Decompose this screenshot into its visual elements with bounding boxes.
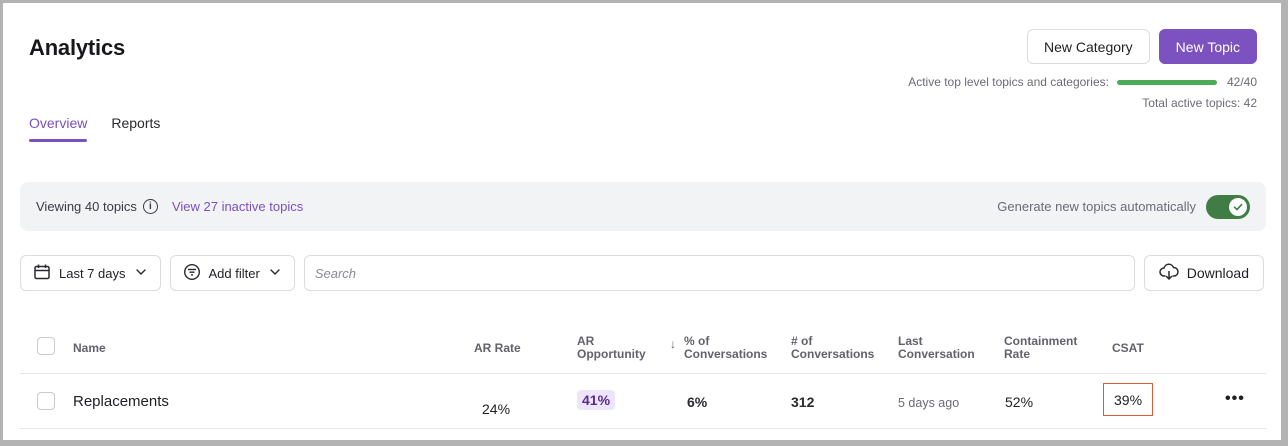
column-containment-rate-line1: Containment bbox=[1004, 334, 1078, 348]
tab-overview[interactable]: Overview bbox=[29, 115, 88, 142]
column-last-conversation[interactable]: Last Conversation bbox=[898, 335, 975, 361]
column-name[interactable]: Name bbox=[73, 341, 106, 355]
add-filter-dropdown[interactable]: Add filter bbox=[169, 255, 295, 291]
view-inactive-topics-link[interactable]: View 27 inactive topics bbox=[171, 199, 304, 214]
search-input[interactable] bbox=[303, 255, 1135, 291]
filter-bar: Last 7 days Add filter Download bbox=[20, 255, 1264, 291]
total-active-topics: Total active topics: 42 bbox=[1142, 96, 1257, 110]
tab-bar: Overview Reports bbox=[29, 115, 160, 142]
select-all-checkbox[interactable] bbox=[37, 337, 55, 355]
tab-reports[interactable]: Reports bbox=[111, 115, 161, 131]
usage-progress-bar bbox=[1116, 79, 1217, 85]
cloud-download-icon bbox=[1158, 263, 1179, 284]
pct-conversations-value: 6% bbox=[687, 394, 708, 410]
ar-rate-value: 24% bbox=[482, 401, 511, 417]
last-conversation-value: 5 days ago bbox=[898, 396, 960, 410]
topics-table: Name AR Rate AR Opportunity ↓ % of Conve… bbox=[20, 323, 1266, 429]
ar-opportunity-badge: 41% bbox=[577, 390, 616, 410]
topic-name[interactable]: Replacements bbox=[73, 393, 169, 410]
topic-usage: Active top level topics and categories: … bbox=[908, 75, 1257, 89]
column-ar-opportunity-line1: AR bbox=[577, 334, 595, 348]
column-ar-opportunity[interactable]: AR Opportunity bbox=[577, 335, 646, 361]
column-pct-conversations[interactable]: ↓ % of Conversations bbox=[670, 334, 768, 361]
check-icon bbox=[1229, 197, 1247, 216]
new-topic-button[interactable]: New Topic bbox=[1158, 29, 1257, 64]
column-num-conversations-line2: Conversations bbox=[791, 347, 875, 361]
analytics-page: Analytics New Category New Topic Active … bbox=[3, 3, 1281, 440]
date-range-dropdown[interactable]: Last 7 days bbox=[20, 255, 161, 291]
column-ar-rate[interactable]: AR Rate bbox=[474, 341, 521, 355]
column-pct-conversations-line2: Conversations bbox=[684, 347, 768, 361]
page-title: Analytics bbox=[29, 35, 126, 60]
topics-banner: Viewing 40 topics i View 27 inactive top… bbox=[20, 182, 1266, 231]
header-actions: New Category New Topic bbox=[1026, 29, 1257, 64]
csat-value: 39% bbox=[1103, 383, 1154, 416]
column-num-conversations[interactable]: # of Conversations bbox=[791, 335, 874, 361]
column-ar-opportunity-line2: Opportunity bbox=[577, 347, 646, 361]
filter-icon bbox=[183, 263, 201, 284]
viewing-topics-text: Viewing 40 topics bbox=[36, 199, 137, 214]
sort-descending-icon: ↓ bbox=[670, 337, 676, 351]
ar-opportunity-value: 41% bbox=[577, 390, 616, 410]
row-checkbox[interactable] bbox=[37, 392, 55, 410]
table-header-row: Name AR Rate AR Opportunity ↓ % of Conve… bbox=[20, 323, 1266, 374]
new-category-button[interactable]: New Category bbox=[1026, 29, 1150, 64]
column-num-conversations-line1: # of bbox=[791, 334, 813, 348]
column-containment-rate[interactable]: Containment Rate bbox=[1004, 335, 1077, 361]
chevron-down-icon bbox=[268, 265, 282, 282]
column-last-conversation-line1: Last bbox=[898, 334, 923, 348]
generate-topics-label: Generate new topics automatically bbox=[997, 199, 1196, 214]
column-csat[interactable]: CSAT bbox=[1112, 341, 1144, 355]
download-button[interactable]: Download bbox=[1143, 255, 1264, 291]
containment-rate-value: 52% bbox=[1005, 394, 1034, 410]
more-options-icon[interactable]: ••• bbox=[1225, 390, 1245, 407]
column-last-conversation-line2: Conversation bbox=[898, 347, 975, 361]
calendar-icon bbox=[33, 263, 51, 284]
add-filter-label: Add filter bbox=[208, 265, 260, 281]
column-pct-conversations-line1: % of bbox=[684, 334, 710, 348]
download-label: Download bbox=[1186, 265, 1249, 281]
usage-count: 42/40 bbox=[1226, 75, 1257, 89]
chevron-down-icon bbox=[134, 265, 148, 282]
info-icon[interactable]: i bbox=[142, 199, 158, 214]
usage-progress-fill bbox=[1116, 79, 1217, 85]
date-range-label: Last 7 days bbox=[59, 265, 126, 281]
generate-topics-toggle[interactable] bbox=[1206, 194, 1250, 219]
num-conversations-value: 312 bbox=[791, 394, 815, 410]
usage-label: Active top level topics and categories: bbox=[908, 75, 1109, 89]
table-row[interactable]: Replacements 24% 41% 6% 312 5 days ago 5… bbox=[20, 374, 1266, 429]
column-containment-rate-line2: Rate bbox=[1004, 347, 1031, 361]
